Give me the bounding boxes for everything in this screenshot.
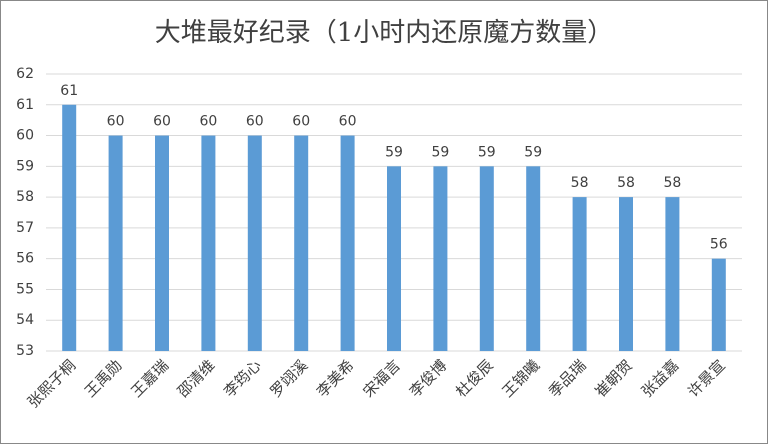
data-label: 60 bbox=[153, 114, 171, 130]
bar bbox=[201, 135, 216, 351]
data-label: 58 bbox=[571, 175, 589, 191]
bar bbox=[387, 166, 401, 351]
data-label: 58 bbox=[617, 175, 635, 191]
data-label: 60 bbox=[199, 114, 217, 130]
bar bbox=[247, 135, 262, 351]
y-tick-label: 61 bbox=[16, 97, 34, 113]
y-tick-label: 62 bbox=[16, 66, 34, 82]
bar bbox=[155, 135, 169, 351]
data-label: 61 bbox=[60, 83, 78, 99]
data-label: 59 bbox=[431, 144, 449, 160]
data-label: 60 bbox=[107, 114, 125, 130]
bar bbox=[433, 166, 448, 351]
bar bbox=[294, 135, 309, 351]
data-label: 58 bbox=[663, 175, 681, 191]
y-tick-label: 55 bbox=[16, 281, 34, 297]
data-label: 60 bbox=[339, 114, 357, 130]
data-label: 59 bbox=[385, 144, 403, 160]
y-tick-label: 54 bbox=[16, 312, 34, 328]
y-tick-label: 58 bbox=[16, 189, 34, 205]
y-tick-label: 56 bbox=[16, 251, 34, 267]
bar bbox=[62, 104, 77, 352]
y-tick-label: 60 bbox=[16, 128, 34, 144]
bar bbox=[526, 166, 541, 351]
y-tick-label: 59 bbox=[16, 158, 34, 174]
data-label: 60 bbox=[246, 114, 264, 130]
bar bbox=[340, 135, 355, 351]
data-label: 60 bbox=[292, 114, 310, 130]
data-label: 59 bbox=[478, 144, 496, 160]
bar bbox=[619, 197, 633, 351]
bar bbox=[479, 166, 494, 351]
data-label: 59 bbox=[524, 144, 542, 160]
y-tick-label: 53 bbox=[16, 343, 34, 359]
bar bbox=[711, 258, 726, 351]
bar bbox=[572, 197, 587, 351]
y-tick-label: 57 bbox=[16, 220, 34, 236]
data-label: 56 bbox=[710, 237, 728, 253]
bar bbox=[108, 135, 123, 351]
chart-title: 大堆最好纪录（1小时内还原魔方数量） bbox=[155, 18, 614, 48]
bar bbox=[665, 197, 680, 351]
